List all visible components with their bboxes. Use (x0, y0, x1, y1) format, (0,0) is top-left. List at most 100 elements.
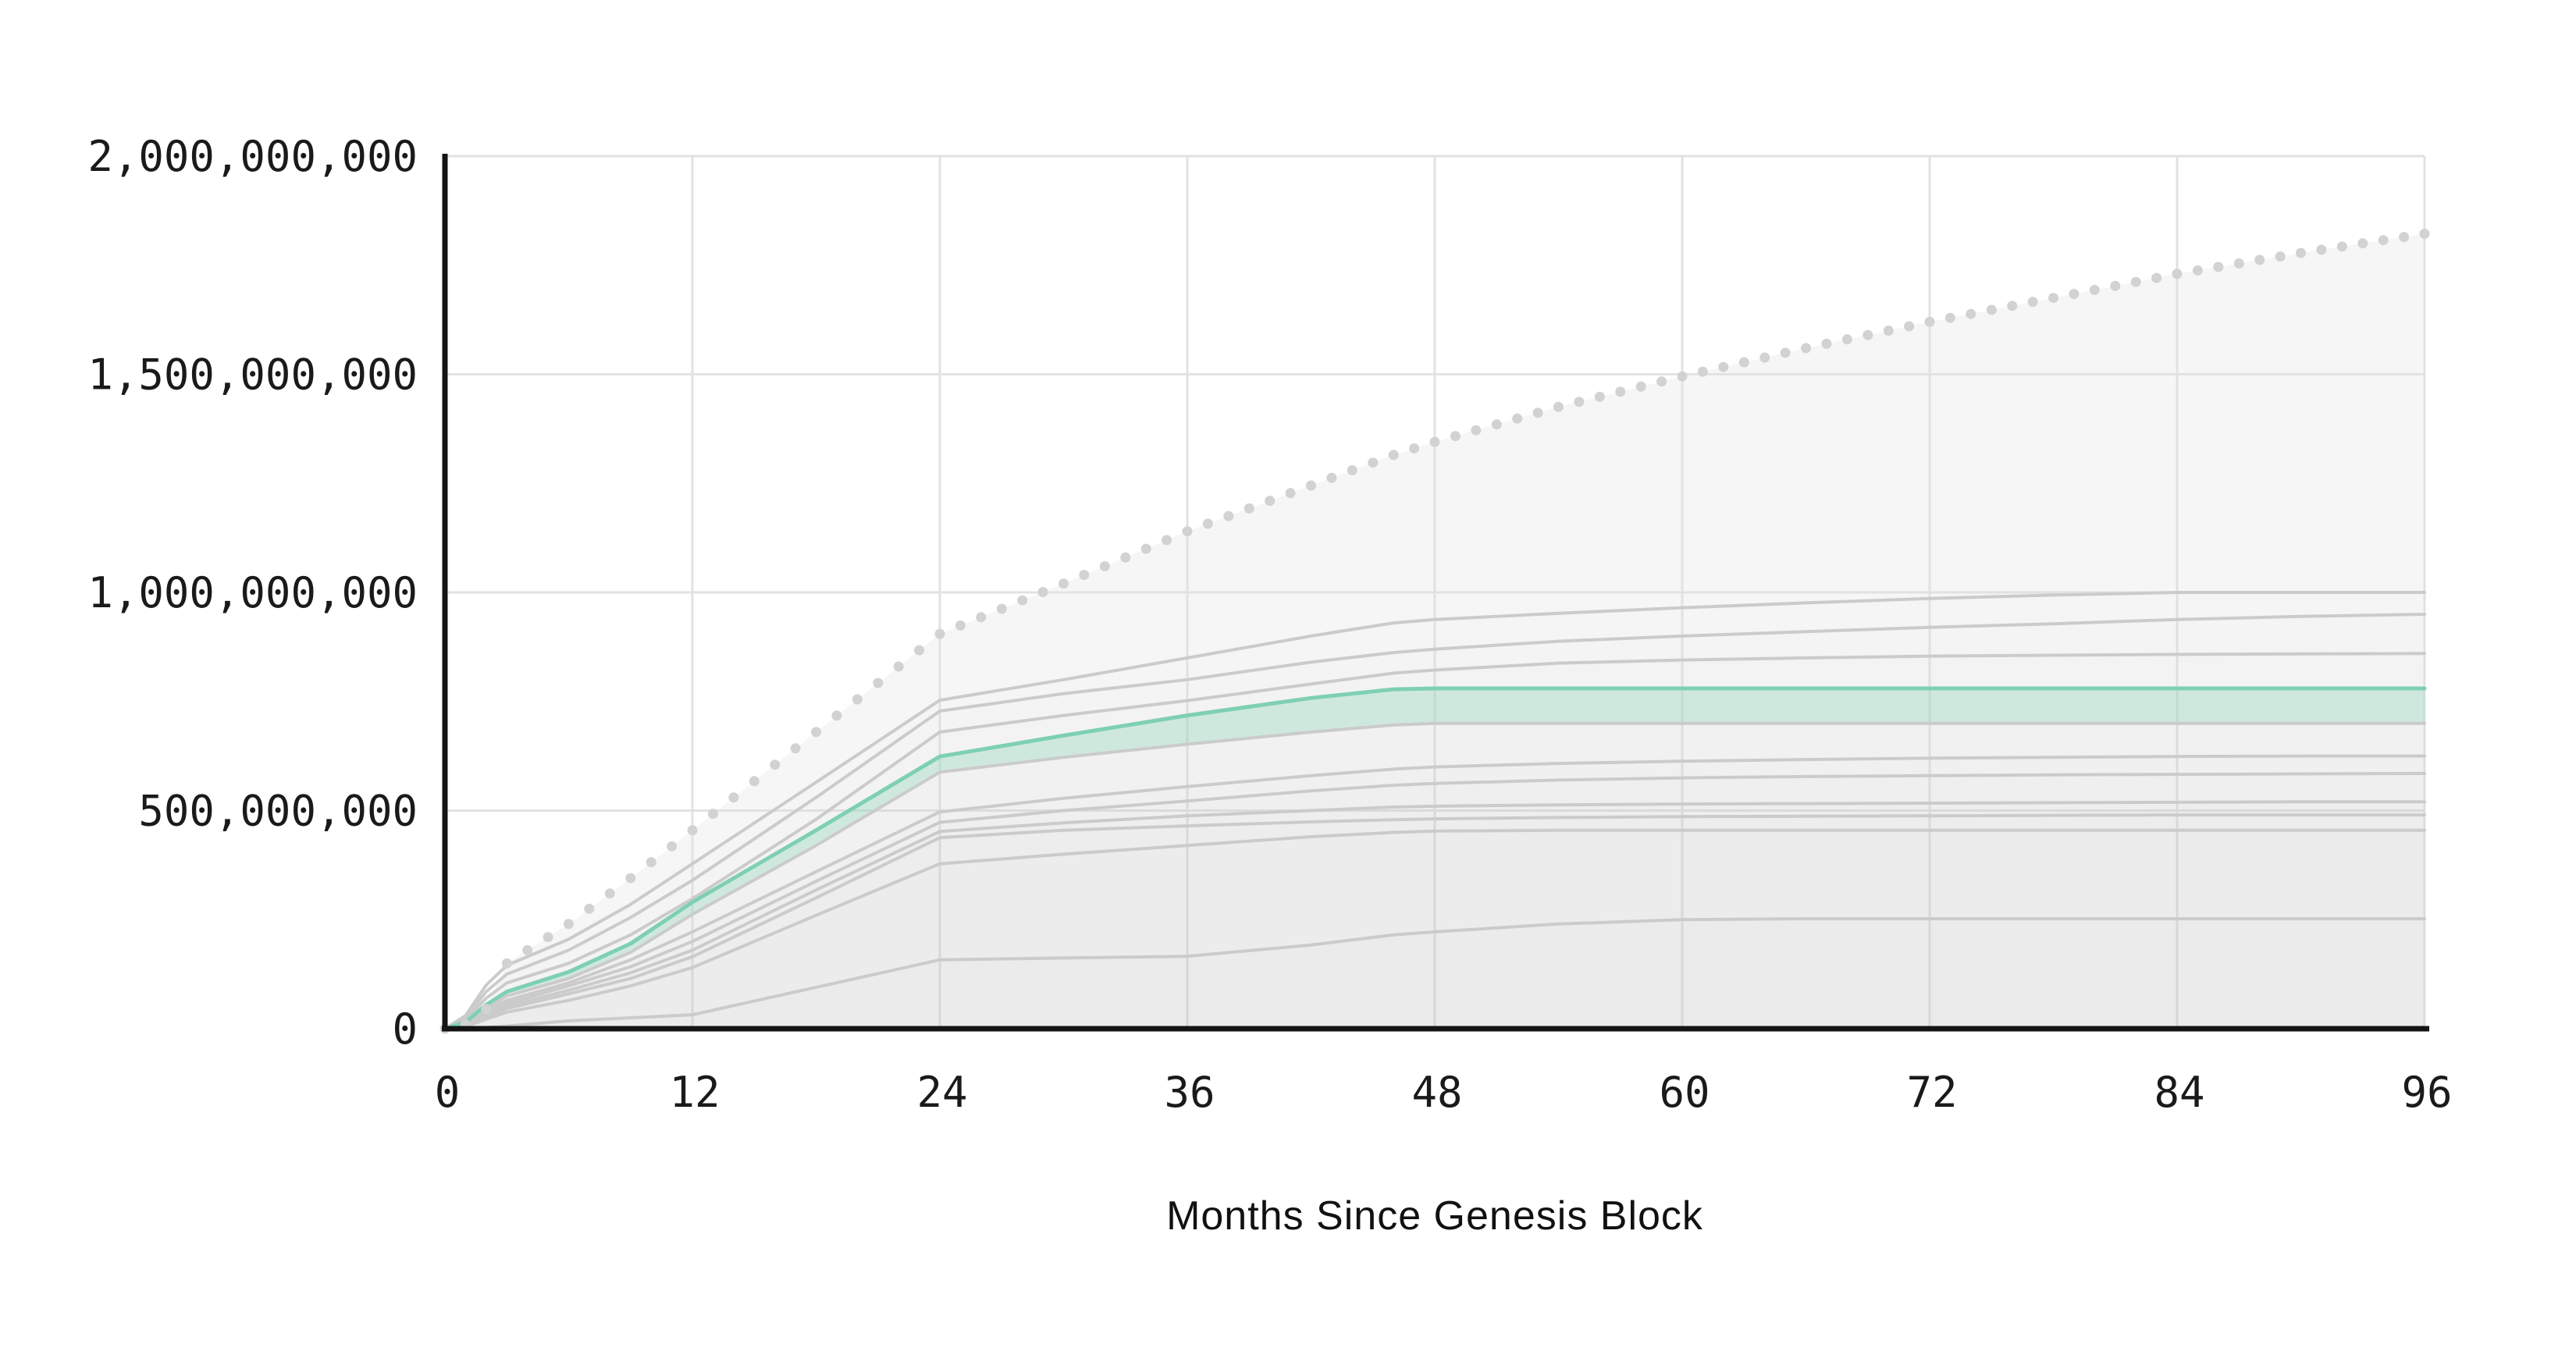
dotted-point-month-42 (1306, 480, 1316, 491)
dotted-point-month-27 (996, 603, 1007, 614)
series-line-gray-supply-curve-2 (443, 613, 2426, 1030)
dotted-point-month-19 (831, 710, 842, 721)
dotted-point-month-33 (1120, 552, 1131, 563)
series-line-gray-supply-curve-5 (443, 754, 2426, 1030)
series-line-gray-supply-curve-8 (443, 813, 2426, 1030)
dotted-point-month-35 (1162, 535, 1172, 546)
dotted-point-month-86 (2213, 261, 2224, 272)
dotted-point-month-2 (481, 1004, 492, 1015)
dotted-point-month-36 (1182, 526, 1193, 537)
highlight-line (443, 686, 2427, 1031)
dotted-point-month-15 (749, 776, 760, 787)
series-line-gray-supply-curve-6 (443, 772, 2426, 1030)
y-tick-label-1000000000: 1,000,000,000 (87, 568, 418, 617)
dotted-point-month-91 (2316, 244, 2327, 255)
x-axis-title: Months Since Genesis Block (1166, 1193, 1703, 1239)
dotted-point-month-51 (1491, 419, 1502, 430)
dotted-point-month-40 (1265, 496, 1276, 507)
y-tick-label-1500000000: 1,500,000,000 (87, 350, 418, 400)
dotted-point-month-65 (1780, 347, 1791, 358)
dotted-point-month-45 (1368, 457, 1379, 468)
dotted-point-month-82 (2130, 276, 2141, 287)
dotted-point-month-10 (646, 857, 656, 868)
dotted-point-month-13 (707, 809, 718, 820)
dotted-point-month-84 (2172, 268, 2183, 279)
series-line-gray-supply-curve-9 (443, 828, 2426, 1030)
dotted-point-month-9 (625, 873, 636, 884)
dotted-point-month-11 (667, 841, 678, 852)
dotted-point-month-69 (1863, 329, 1873, 340)
dotted-point-month-22 (893, 661, 904, 672)
y-tick-label-0: 0 (392, 1005, 418, 1054)
dotted-point-month-3 (501, 958, 512, 969)
x-tick-label-72: 72 (1906, 1068, 1957, 1117)
dotted-point-month-41 (1285, 488, 1296, 499)
dotted-point-month-28 (1017, 595, 1028, 606)
y-tick-labels: 2,000,000,000 1,500,000,000 1,000,000,000 5… (87, 132, 418, 1054)
dotted-point-month-59 (1656, 376, 1667, 387)
dotted-point-month-78 (2048, 293, 2058, 304)
axis-lines (442, 154, 2429, 1032)
dotted-point-month-6 (564, 919, 574, 930)
dotted-point-month-26 (976, 612, 987, 623)
dotted-point-month-76 (2007, 300, 2018, 311)
dotted-point-month-67 (1821, 338, 1832, 349)
dotted-point-month-43 (1326, 472, 1337, 483)
dotted-point-month-44 (1347, 465, 1357, 475)
dotted-point-month-89 (2275, 251, 2286, 262)
dotted-point-month-37 (1202, 518, 1213, 529)
dotted-point-month-90 (2296, 247, 2306, 258)
dotted-point-month-24 (934, 628, 945, 639)
dotted-point-month-80 (2089, 284, 2100, 295)
x-tick-label-0: 0 (435, 1068, 461, 1117)
dotted-point-month-21 (873, 677, 884, 688)
dotted-point-month-73 (1944, 312, 1955, 323)
dotted-point-month-54 (1553, 401, 1564, 412)
dotted-point-month-63 (1738, 357, 1749, 368)
y-tick-label-2000000000: 2,000,000,000 (87, 132, 418, 181)
dotted-point-month-18 (811, 727, 821, 738)
dotted-point-month-81 (2110, 280, 2121, 291)
dotted-point-month-94 (2378, 235, 2389, 246)
x-tick-label-48: 48 (1411, 1068, 1462, 1117)
dotted-point-month-53 (1532, 407, 1543, 418)
dotted-point-month-38 (1223, 510, 1234, 521)
dotted-supply-points (439, 229, 2430, 1034)
dotted-point-month-95 (2399, 232, 2410, 243)
series-line-highlighted-supply-curve (443, 686, 2427, 1031)
dotted-point-month-93 (2357, 238, 2368, 249)
dotted-point-month-85 (2192, 265, 2203, 276)
dotted-point-month-87 (2233, 258, 2244, 268)
dotted-point-month-29 (1037, 587, 1048, 597)
dotted-point-month-49 (1450, 431, 1461, 442)
dotted-point-month-79 (2069, 289, 2080, 300)
dotted-point-month-16 (770, 759, 781, 770)
dotted-point-month-70 (1883, 325, 1894, 336)
dotted-point-month-17 (790, 743, 801, 754)
dotted-point-month-39 (1244, 503, 1254, 514)
dotted-point-month-31 (1079, 570, 1090, 581)
dotted-point-month-83 (2151, 272, 2162, 283)
dotted-point-month-88 (2254, 254, 2265, 265)
dotted-point-month-30 (1059, 578, 1069, 589)
dotted-point-month-32 (1099, 561, 1110, 571)
series-line-gray-supply-curve-10 (443, 917, 2426, 1030)
dotted-point-month-46 (1388, 450, 1399, 461)
dotted-point-month-74 (1966, 308, 1976, 319)
dotted-point-month-77 (2027, 297, 2038, 308)
dotted-point-month-12 (687, 825, 698, 836)
dotted-point-month-96 (2419, 229, 2430, 239)
dotted-point-month-47 (1409, 443, 1420, 453)
dotted-point-month-5 (543, 932, 553, 943)
x-tick-labels: 0 12 24 36 48 60 72 84 96 (435, 1068, 2453, 1117)
x-tick-label-96: 96 (2401, 1068, 2452, 1117)
dotted-point-month-50 (1471, 425, 1482, 436)
x-tick-label-60: 60 (1659, 1068, 1710, 1117)
dotted-point-month-52 (1512, 413, 1523, 424)
series-line-gray-supply-curve-7 (443, 800, 2426, 1030)
dotted-point-month-7 (584, 903, 595, 914)
dotted-point-month-23 (914, 645, 925, 656)
dotted-point-month-20 (852, 694, 863, 705)
dotted-point-month-56 (1594, 391, 1605, 402)
